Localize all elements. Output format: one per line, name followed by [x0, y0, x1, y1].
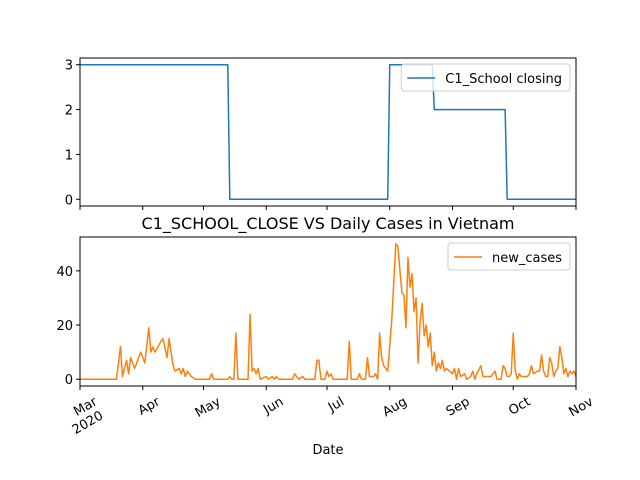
y-tick-label: 0: [65, 373, 73, 388]
y-tick-label: 0: [65, 193, 73, 208]
legend-box: [400, 63, 571, 92]
x-axis-label: Date: [312, 443, 343, 458]
x-tick-label: Jun: [260, 394, 286, 418]
x-tick-label: Oct: [506, 394, 533, 418]
y-tick-label: 1: [65, 148, 73, 163]
line-series: [80, 243, 577, 380]
legend-box: [447, 242, 571, 271]
x-tick-label: Sep: [444, 394, 473, 419]
y-tick-label: 3: [65, 59, 73, 74]
x-tick-label: May: [193, 394, 224, 421]
legend-label: new_cases: [492, 251, 562, 266]
legend: C1_School closing: [400, 63, 571, 92]
x-tick-label: Aug: [380, 394, 409, 420]
axes: 0 1 2 3 C1_School closing: [65, 57, 577, 210]
y-tick-label: 40: [56, 265, 73, 280]
chart-title: C1_SCHOOL_CLOSE VS Daily Cases in Vietna…: [142, 214, 515, 234]
x-tick-label: Apr: [136, 394, 164, 419]
x-tick-label: Nov: [567, 394, 597, 420]
axes-frame: [79, 236, 577, 387]
y-tick-label: 20: [56, 319, 73, 334]
legend: new_cases: [447, 242, 571, 271]
legend-label: C1_School closing: [445, 72, 562, 87]
y-tick-label: 2: [65, 104, 73, 119]
axes-frame: [79, 57, 577, 207]
x-tick-label: Jul: [325, 394, 347, 415]
